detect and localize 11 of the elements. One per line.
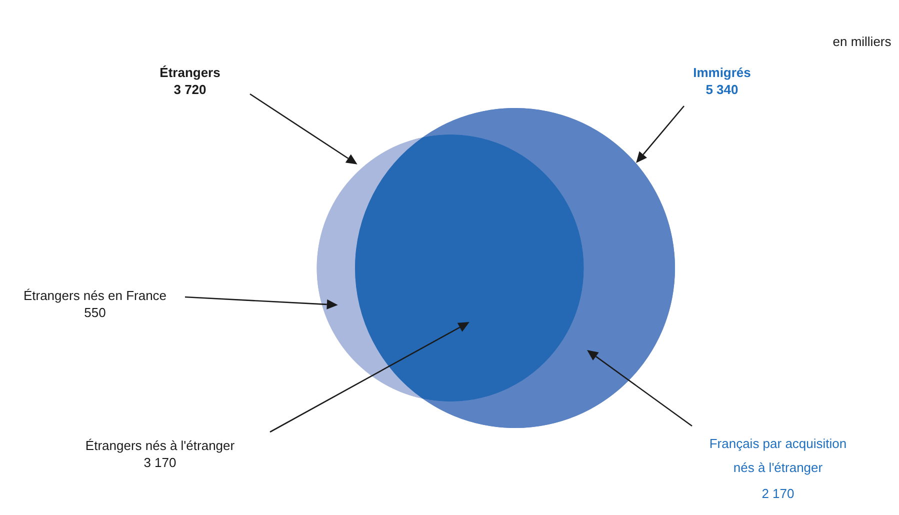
data-label: 2 170 <box>760 485 796 503</box>
data-label: 550 <box>83 304 107 321</box>
data-label: 3 170 <box>142 454 178 471</box>
category-label: Étrangers nés à l'étranger <box>85 437 235 454</box>
category-label: Français par acquisition nés à l'étranger <box>708 435 848 477</box>
category-label: Étrangers <box>160 64 220 81</box>
category-label: Immigrés <box>693 64 751 81</box>
data-label: 5 340 <box>704 81 740 98</box>
text: en milliers <box>832 33 892 50</box>
data-label: 3 720 <box>172 81 208 98</box>
category-label: Étrangers nés en France <box>23 287 167 304</box>
